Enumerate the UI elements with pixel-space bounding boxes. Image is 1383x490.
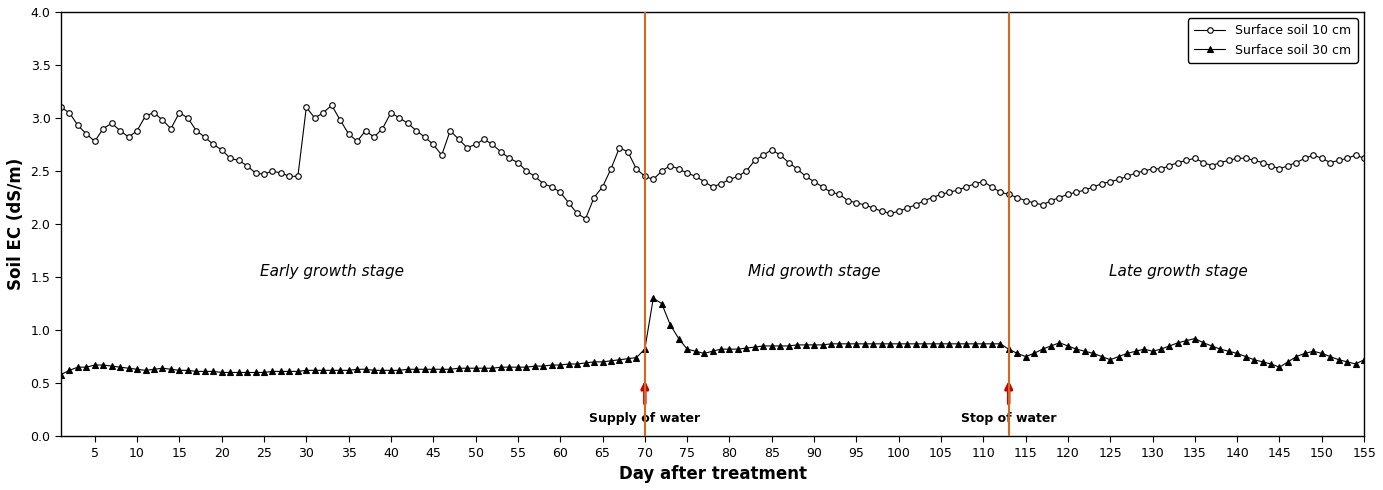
Text: Early growth stage: Early growth stage <box>260 264 404 279</box>
Text: Supply of water: Supply of water <box>589 412 700 425</box>
Surface soil 30 cm <box>687 348 704 354</box>
Surface soil 30 cm <box>1152 346 1169 352</box>
Surface soil 10 cm <box>324 102 340 108</box>
Surface soil 30 cm <box>53 371 69 377</box>
Surface soil 30 cm <box>967 341 983 347</box>
Surface soil 10 cm <box>975 179 992 185</box>
Text: Stop of water: Stop of water <box>961 412 1057 425</box>
Surface soil 30 cm <box>644 295 661 301</box>
Surface soil 30 cm <box>1355 357 1372 363</box>
Surface soil 10 cm <box>53 104 69 110</box>
Text: Late growth stage: Late growth stage <box>1109 264 1247 279</box>
Surface soil 10 cm <box>1355 155 1372 161</box>
Surface soil 30 cm <box>1322 354 1339 360</box>
X-axis label: Day after treatment: Day after treatment <box>618 465 806 483</box>
Line: Surface soil 30 cm: Surface soil 30 cm <box>58 295 1366 377</box>
Surface soil 10 cm <box>696 179 712 185</box>
Surface soil 10 cm <box>1246 157 1263 163</box>
Legend: Surface soil 10 cm, Surface soil 30 cm: Surface soil 10 cm, Surface soil 30 cm <box>1188 18 1358 63</box>
Surface soil 10 cm <box>1229 155 1246 161</box>
Surface soil 30 cm <box>1238 354 1254 360</box>
Surface soil 30 cm <box>1220 348 1236 354</box>
Surface soil 10 cm <box>1162 163 1178 169</box>
Surface soil 10 cm <box>1330 157 1347 163</box>
Surface soil 10 cm <box>577 216 593 221</box>
Y-axis label: Soil EC (dS/m): Soil EC (dS/m) <box>7 158 25 290</box>
Text: Mid growth stage: Mid growth stage <box>748 264 881 279</box>
Line: Surface soil 10 cm: Surface soil 10 cm <box>58 102 1366 221</box>
